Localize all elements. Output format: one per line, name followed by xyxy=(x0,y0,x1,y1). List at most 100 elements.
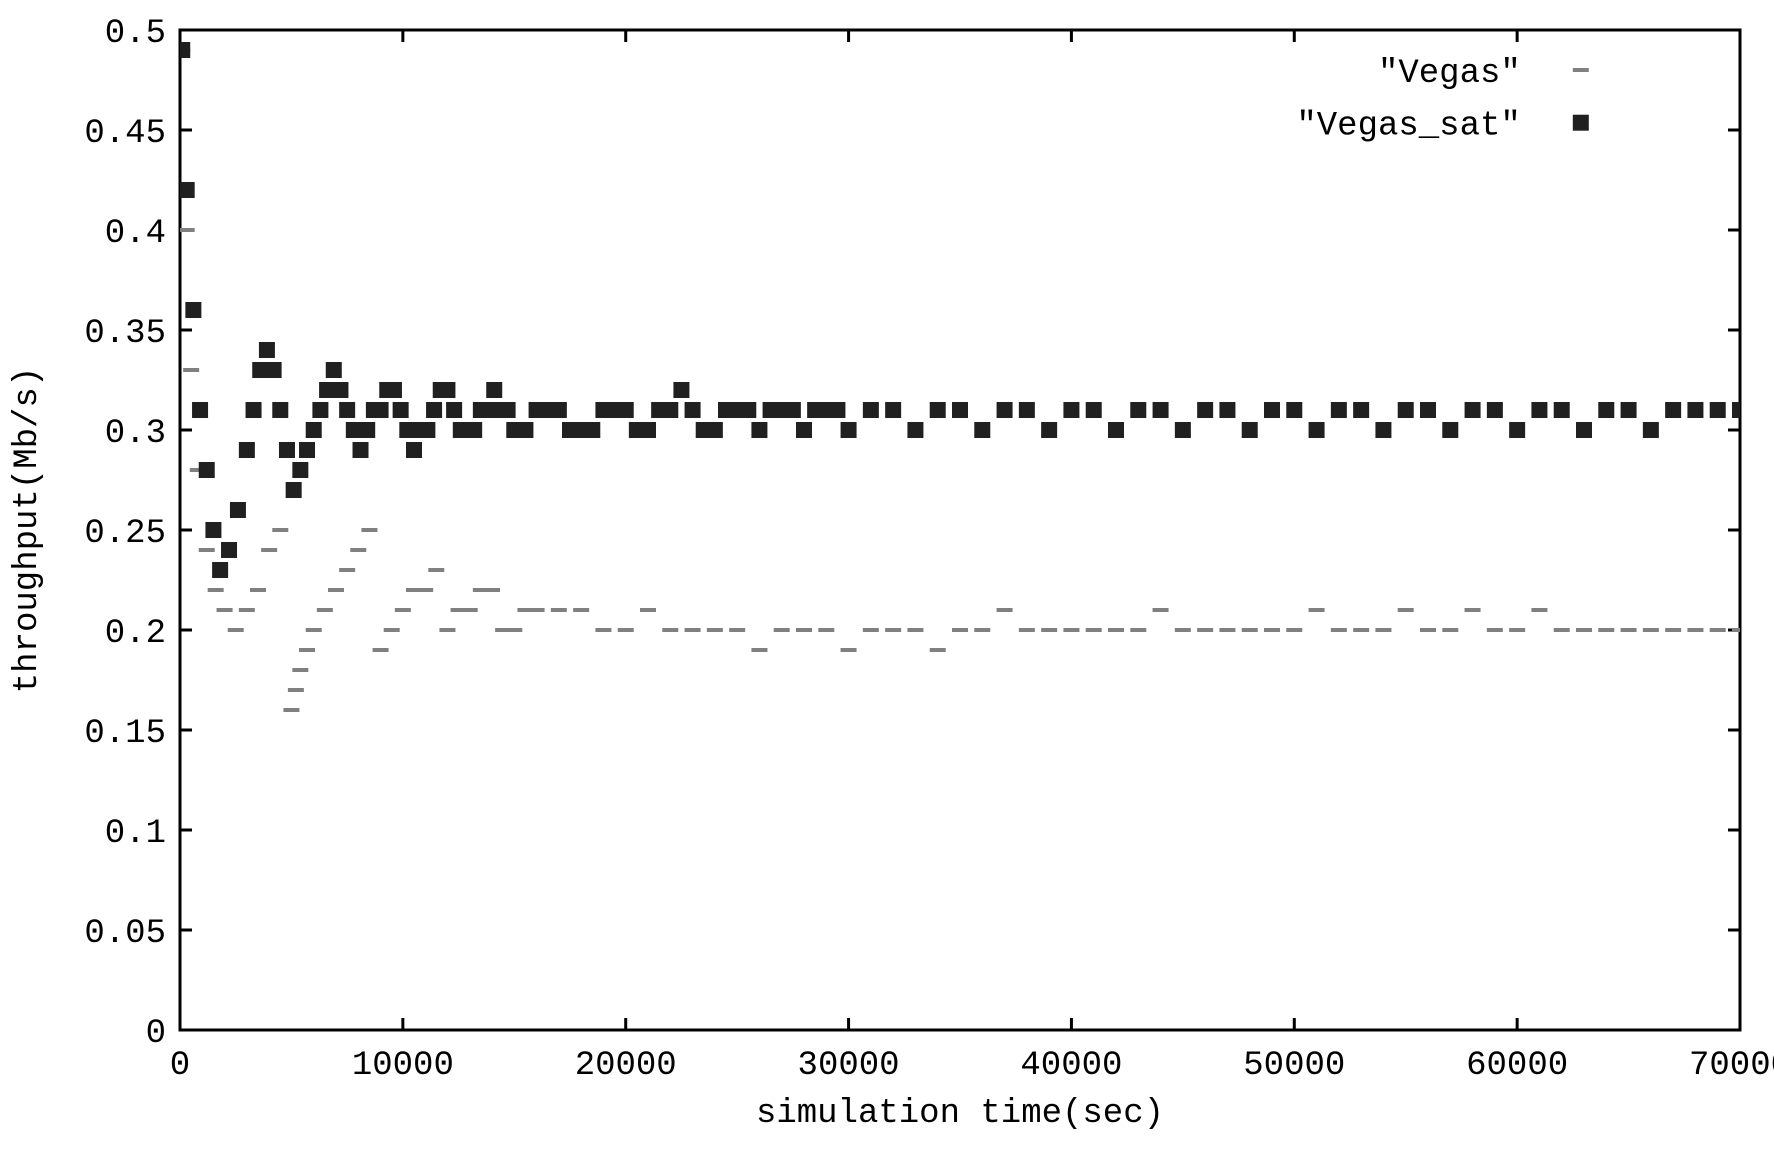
data-point xyxy=(1264,628,1280,632)
data-point xyxy=(974,628,990,632)
data-point xyxy=(1331,402,1347,418)
data-point xyxy=(500,402,516,418)
data-point xyxy=(1041,422,1057,438)
data-point xyxy=(317,608,333,612)
x-tick-label: 60000 xyxy=(1466,1047,1568,1085)
data-point xyxy=(1687,628,1703,632)
data-point xyxy=(1331,628,1347,632)
data-point xyxy=(1398,608,1414,612)
data-point xyxy=(1509,422,1525,438)
data-point xyxy=(997,608,1013,612)
data-point xyxy=(239,608,255,612)
data-point xyxy=(272,402,288,418)
data-point xyxy=(885,628,901,632)
data-point xyxy=(1554,402,1570,418)
data-point xyxy=(288,688,304,692)
data-point xyxy=(266,362,282,378)
x-axis-label: simulation time(sec) xyxy=(756,1095,1164,1133)
data-point xyxy=(818,628,834,632)
data-point xyxy=(259,342,275,358)
data-point xyxy=(829,402,845,418)
data-point xyxy=(1153,402,1169,418)
data-point xyxy=(183,368,199,372)
data-point xyxy=(796,422,812,438)
x-tick-label: 10000 xyxy=(352,1047,454,1085)
data-point xyxy=(1197,402,1213,418)
data-point xyxy=(1710,402,1726,418)
data-point xyxy=(312,402,328,418)
data-point xyxy=(353,442,369,458)
data-point xyxy=(328,588,344,592)
data-point xyxy=(395,608,411,612)
data-point xyxy=(1309,608,1325,612)
x-tick-label: 70000 xyxy=(1689,1047,1774,1085)
y-tick-label: 0.3 xyxy=(105,415,166,453)
data-point xyxy=(796,628,812,632)
y-axis-label: throughput(Mb/s) xyxy=(9,367,47,693)
data-point xyxy=(439,628,455,632)
data-point xyxy=(339,402,355,418)
data-point xyxy=(217,608,233,612)
data-point xyxy=(212,562,228,578)
data-point xyxy=(707,422,723,438)
data-point xyxy=(907,422,923,438)
data-point xyxy=(595,628,611,632)
y-tick-label: 0.4 xyxy=(105,215,166,253)
y-tick-label: 0.35 xyxy=(84,315,166,353)
data-point xyxy=(1665,402,1681,418)
y-tick-label: 0.1 xyxy=(105,815,166,853)
data-point xyxy=(384,628,400,632)
data-point xyxy=(640,608,656,612)
data-point xyxy=(517,422,533,438)
data-point xyxy=(673,382,689,398)
y-tick-label: 0.2 xyxy=(105,615,166,653)
data-point xyxy=(573,608,589,612)
y-tick-label: 0.25 xyxy=(84,515,166,553)
data-point xyxy=(1153,608,1169,612)
data-point xyxy=(729,628,745,632)
data-point xyxy=(466,422,482,438)
data-point xyxy=(1554,628,1570,632)
data-point xyxy=(662,628,678,632)
data-point xyxy=(1286,402,1302,418)
data-point xyxy=(1643,628,1659,632)
data-point xyxy=(326,362,342,378)
data-point xyxy=(751,648,767,652)
data-point xyxy=(1353,628,1369,632)
data-point xyxy=(393,402,409,418)
data-point xyxy=(439,382,455,398)
data-point xyxy=(1108,422,1124,438)
data-point xyxy=(841,422,857,438)
data-point xyxy=(1063,628,1079,632)
data-point xyxy=(417,588,433,592)
data-point xyxy=(1375,422,1391,438)
data-point xyxy=(1264,402,1280,418)
data-point xyxy=(1130,628,1146,632)
data-point xyxy=(997,402,1013,418)
data-point xyxy=(1687,402,1703,418)
data-point xyxy=(774,628,790,632)
data-point xyxy=(551,402,567,418)
data-point xyxy=(386,382,402,398)
data-point xyxy=(208,588,224,592)
data-point xyxy=(1465,402,1481,418)
data-point xyxy=(863,402,879,418)
data-point xyxy=(952,402,968,418)
legend-label: "Vegas_sat" xyxy=(1296,108,1520,146)
data-point xyxy=(1598,402,1614,418)
data-point xyxy=(841,648,857,652)
data-point xyxy=(1309,422,1325,438)
y-tick-label: 0.05 xyxy=(84,915,166,953)
data-point xyxy=(584,422,600,438)
data-point xyxy=(426,402,442,418)
x-tick-label: 40000 xyxy=(1020,1047,1122,1085)
data-point xyxy=(506,628,522,632)
data-point xyxy=(306,628,322,632)
data-point xyxy=(373,402,389,418)
data-point xyxy=(885,402,901,418)
data-point xyxy=(618,628,634,632)
data-point xyxy=(1643,422,1659,438)
data-point xyxy=(283,708,299,712)
y-tick-label: 0 xyxy=(146,1015,166,1053)
data-point xyxy=(1175,422,1191,438)
